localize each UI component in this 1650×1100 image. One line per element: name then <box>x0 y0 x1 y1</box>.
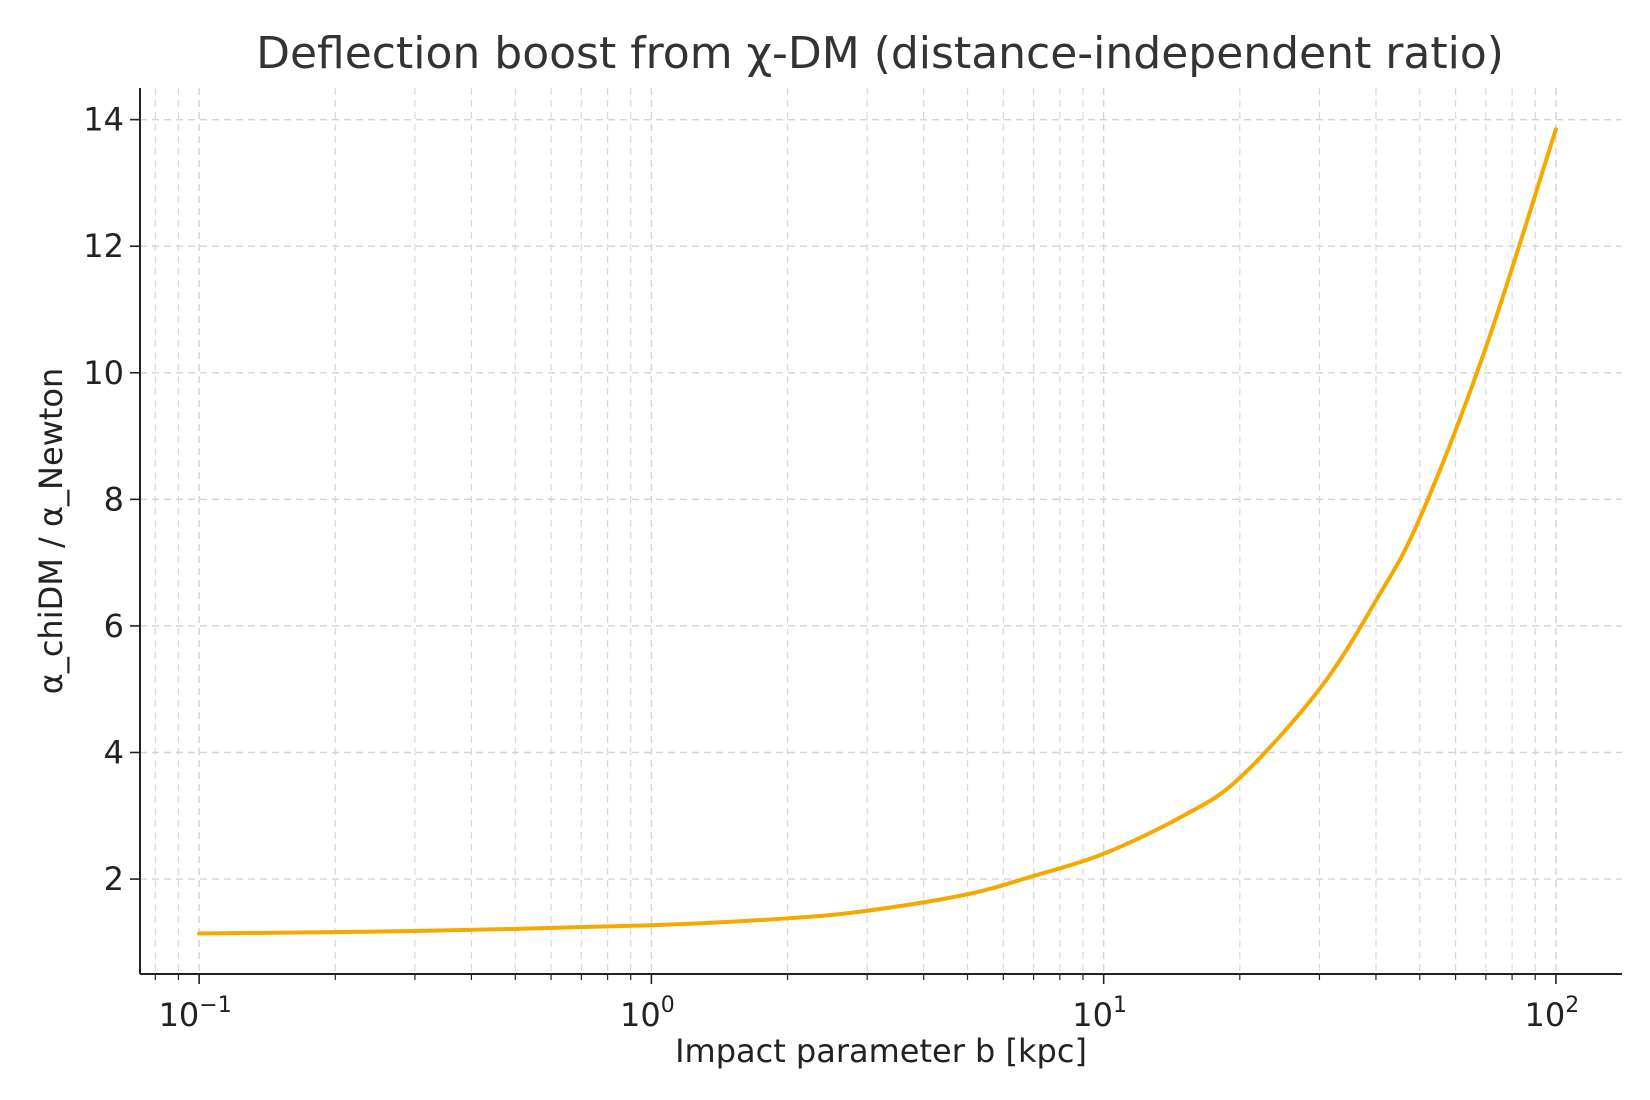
x-axis-label: Impact parameter b [kpc] <box>675 1032 1087 1070</box>
y-tick-label: 12 <box>83 227 124 265</box>
x-tick-label: 102 <box>1525 993 1580 1034</box>
y-tick-label: 10 <box>83 354 124 392</box>
series-line <box>197 127 1558 936</box>
y-axis-label: α_chiDM / α_Newton <box>32 368 70 695</box>
y-ticks: 2 4 6 8 10 12 14 <box>83 101 140 898</box>
x-tick-label: 101 <box>1072 993 1127 1034</box>
y-tick-label: 6 <box>104 607 124 645</box>
x-tick-label: 100 <box>620 993 675 1034</box>
minor-grid <box>154 88 1536 974</box>
y-tick-label: 4 <box>104 734 124 772</box>
major-grid <box>140 88 1622 974</box>
x-tick-label: 10−1 <box>159 993 232 1034</box>
series-layer <box>197 127 1558 936</box>
y-tick-label: 8 <box>104 480 124 518</box>
y-tick-label: 2 <box>104 860 124 898</box>
chart-title: Deflection boost from χ-DM (distance-ind… <box>256 28 1504 79</box>
x-ticks: 10−1 100 101 102 <box>154 974 1580 1034</box>
y-tick-label: 14 <box>83 101 124 139</box>
